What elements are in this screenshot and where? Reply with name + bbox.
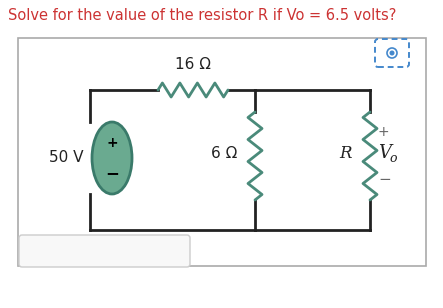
Text: −: − — [105, 164, 119, 182]
Circle shape — [390, 51, 394, 55]
FancyBboxPatch shape — [19, 235, 190, 267]
Text: 16 Ω: 16 Ω — [175, 57, 211, 72]
Text: −: − — [378, 172, 391, 188]
Text: +: + — [378, 125, 390, 139]
Text: R: R — [339, 144, 352, 161]
Text: o: o — [389, 152, 396, 165]
Text: +: + — [106, 136, 118, 150]
Text: 6 Ω: 6 Ω — [210, 145, 237, 160]
Text: 50 V: 50 V — [50, 151, 84, 165]
Text: Solve for the value of the resistor R if Vo = 6.5 volts?: Solve for the value of the resistor R if… — [8, 8, 396, 23]
Bar — [18, 38, 426, 266]
Ellipse shape — [92, 122, 132, 194]
Text: V: V — [378, 144, 391, 162]
